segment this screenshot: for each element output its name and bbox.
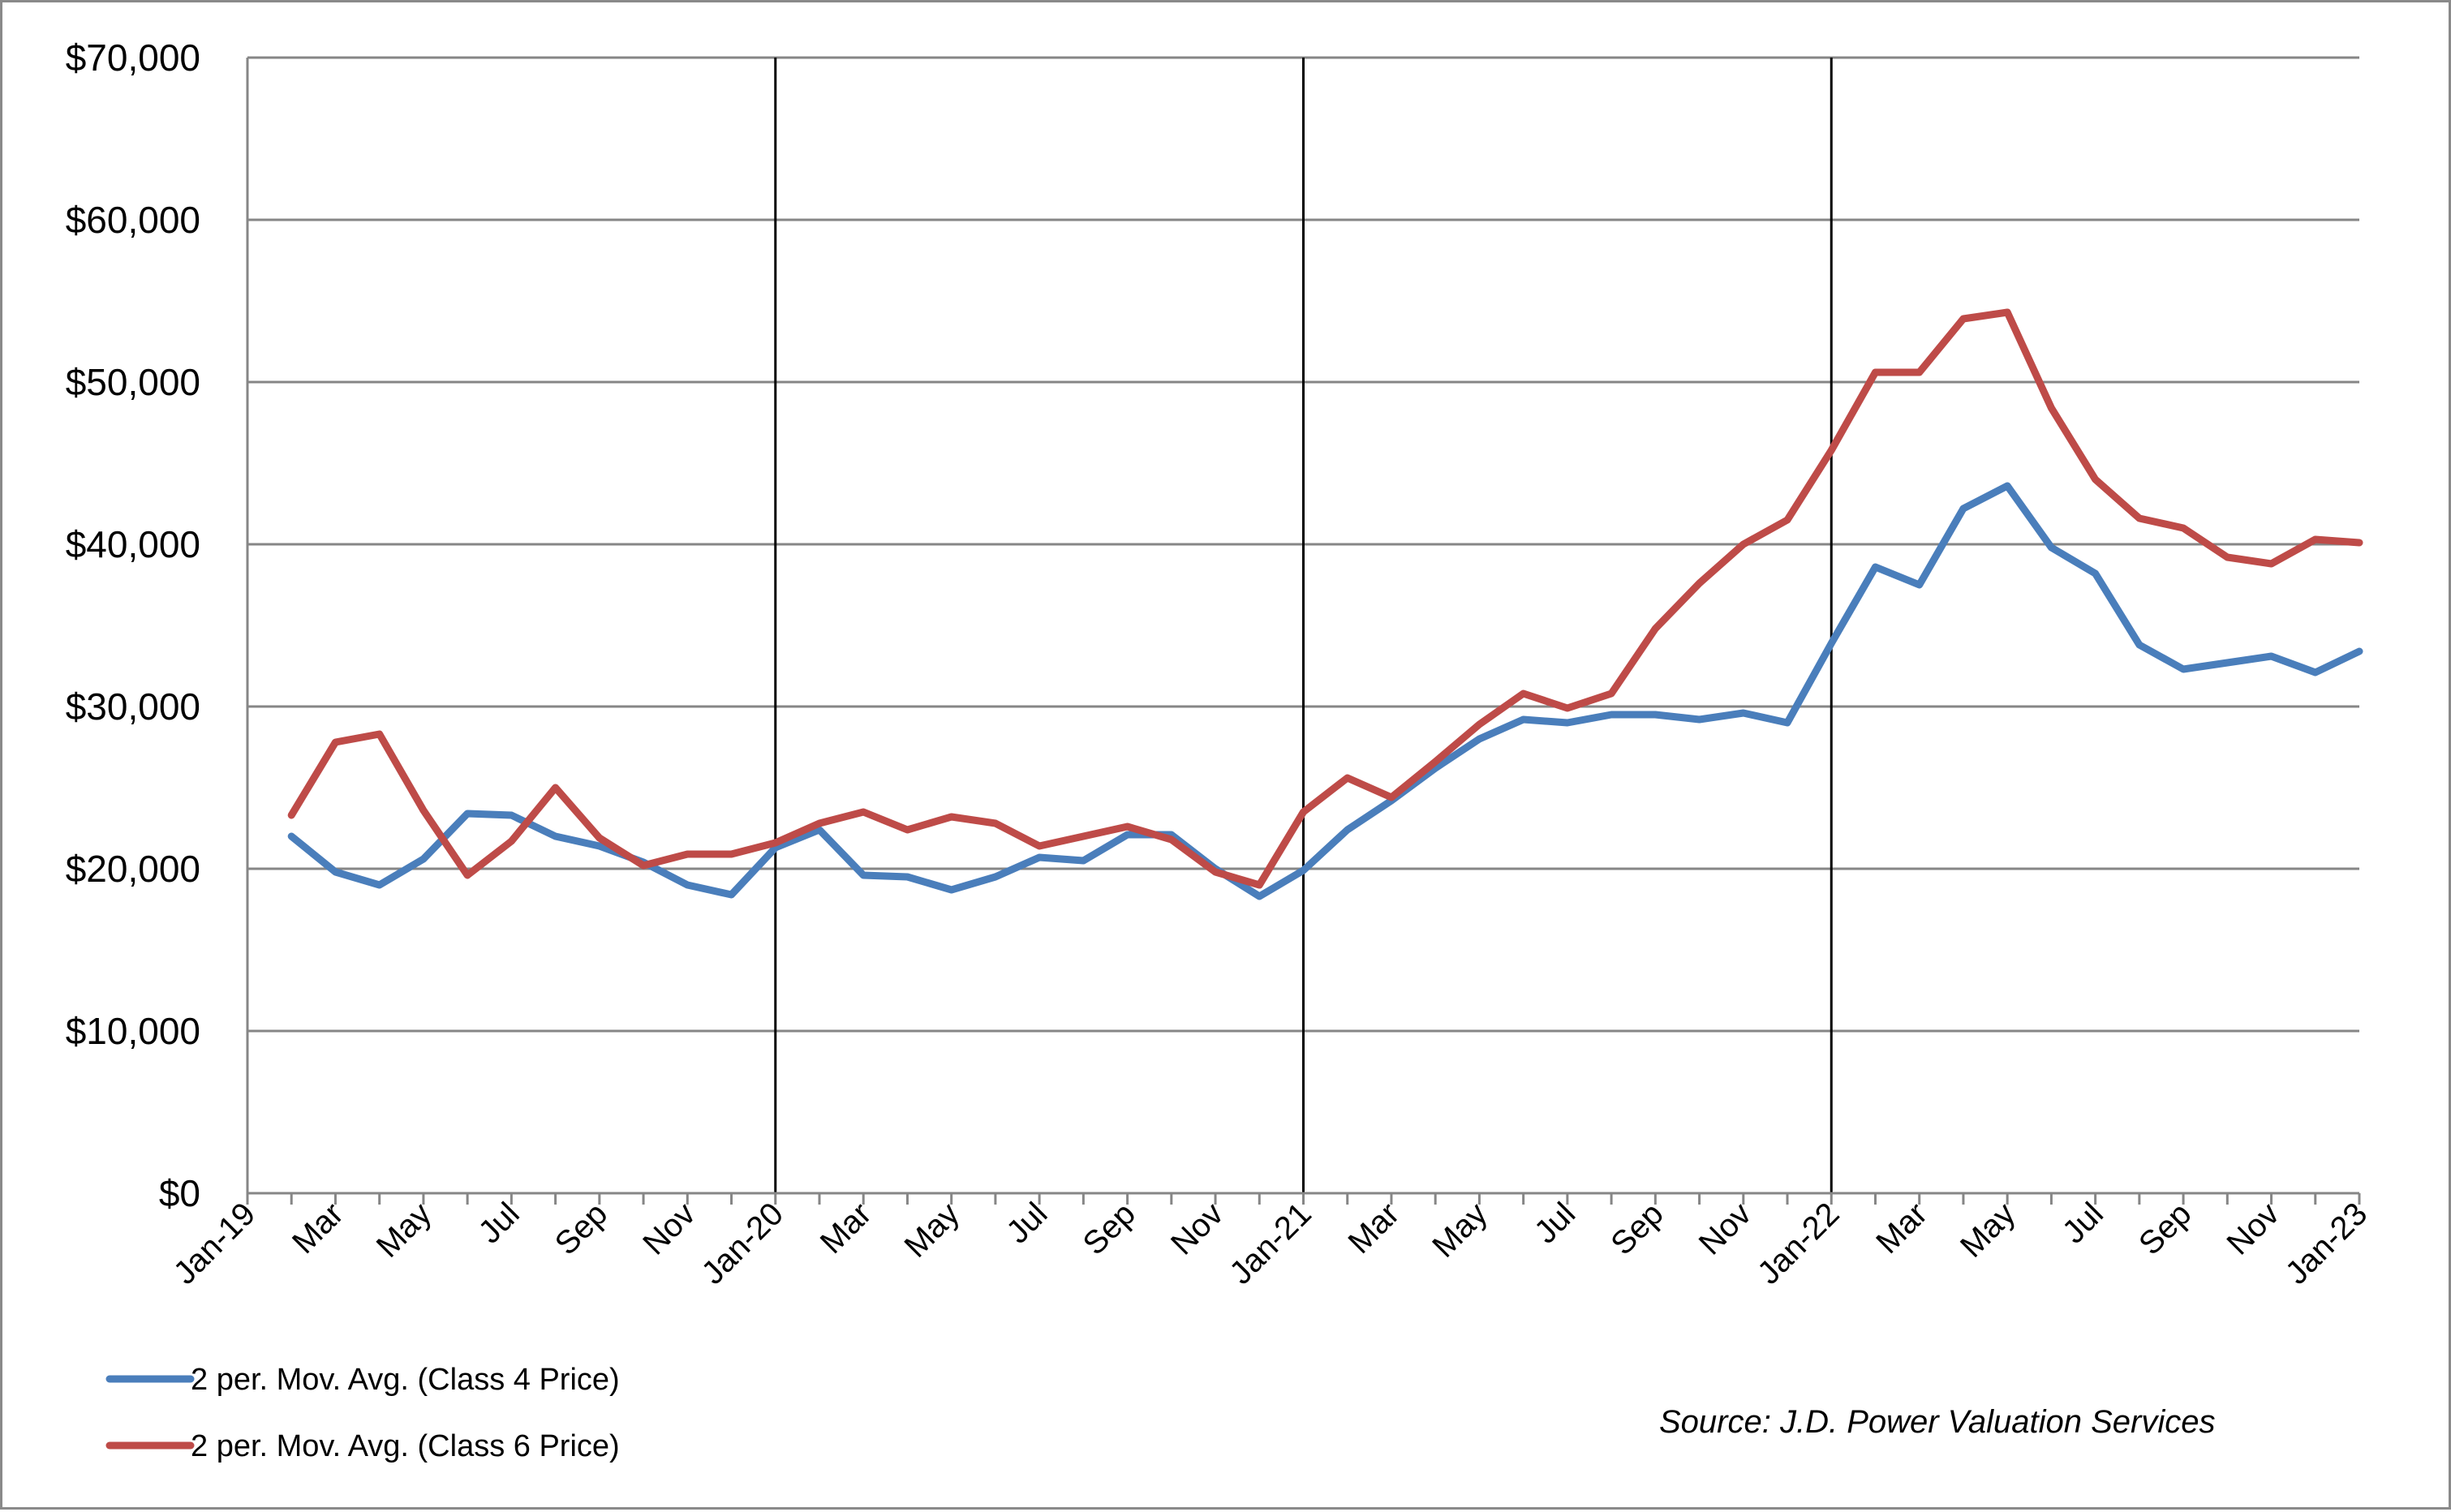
y-tick-label: $60,000	[66, 199, 200, 241]
y-tick-label: $30,000	[66, 685, 200, 728]
x-tick-label: Sep	[1077, 1196, 1142, 1261]
x-tick-label: Sep	[1604, 1196, 1670, 1261]
x-tick-label: May	[1425, 1196, 1494, 1265]
legend-label-class-4: 2 per. Mov. Avg. (Class 4 Price)	[191, 1363, 620, 1397]
x-tick-label: Jan-21	[1223, 1196, 1318, 1291]
y-tick-label: $10,000	[66, 1010, 200, 1052]
x-tick-label: Jan-23	[2279, 1196, 2375, 1291]
x-tick-label: May	[897, 1196, 966, 1265]
x-tick-label: Nov	[1164, 1196, 1230, 1261]
x-tick-label: Jan-22	[1751, 1196, 1847, 1291]
x-tick-label: Sep	[2132, 1196, 2198, 1261]
x-tick-label: Jul	[2056, 1196, 2110, 1250]
x-tick-label: Mar	[814, 1196, 879, 1261]
x-tick-label: Jan-20	[695, 1196, 791, 1291]
x-tick-label: Mar	[1869, 1196, 1934, 1261]
legend-item-class-6: 2 per. Mov. Avg. (Class 6 Price)	[105, 1429, 620, 1463]
source-note: Source: J.D. Power Valuation Services	[1659, 1404, 2216, 1440]
x-tick-label: May	[370, 1196, 439, 1265]
y-axis-tick-labels: $0 $10,000 $20,000 $30,000 $40,000 $50,000 $60…	[66, 37, 200, 1214]
x-tick-label: Mar	[286, 1196, 350, 1261]
x-tick-label: May	[1954, 1196, 2023, 1265]
x-tick-label: Jul	[1000, 1196, 1054, 1250]
y-tick-label: $20,000	[66, 848, 200, 890]
year-dividers	[774, 58, 1833, 1193]
x-tick-label: Mar	[1341, 1196, 1406, 1261]
x-tick-label: Nov	[1692, 1196, 1758, 1261]
y-tick-label: $70,000	[66, 37, 200, 79]
data-series	[287, 308, 2363, 900]
y-tick-label: $50,000	[66, 361, 200, 403]
series-line-class-6	[287, 308, 2363, 889]
x-tick-label: Jul	[1528, 1196, 1582, 1250]
x-tick-label: Sep	[548, 1196, 614, 1261]
axes	[246, 58, 2361, 1205]
x-tick-label: Jul	[471, 1196, 526, 1250]
x-tick-label: Nov	[636, 1196, 702, 1261]
legend-label-class-6: 2 per. Mov. Avg. (Class 6 Price)	[191, 1429, 620, 1463]
y-tick-label: $40,000	[66, 523, 200, 565]
y-tick-label: $0	[159, 1172, 200, 1214]
x-tick-label: Nov	[2220, 1196, 2285, 1261]
series-line-class-4	[287, 482, 2363, 900]
legend: 2 per. Mov. Avg. (Class 4 Price) 2 per. …	[105, 1363, 620, 1463]
legend-item-class-4: 2 per. Mov. Avg. (Class 4 Price)	[105, 1363, 620, 1397]
